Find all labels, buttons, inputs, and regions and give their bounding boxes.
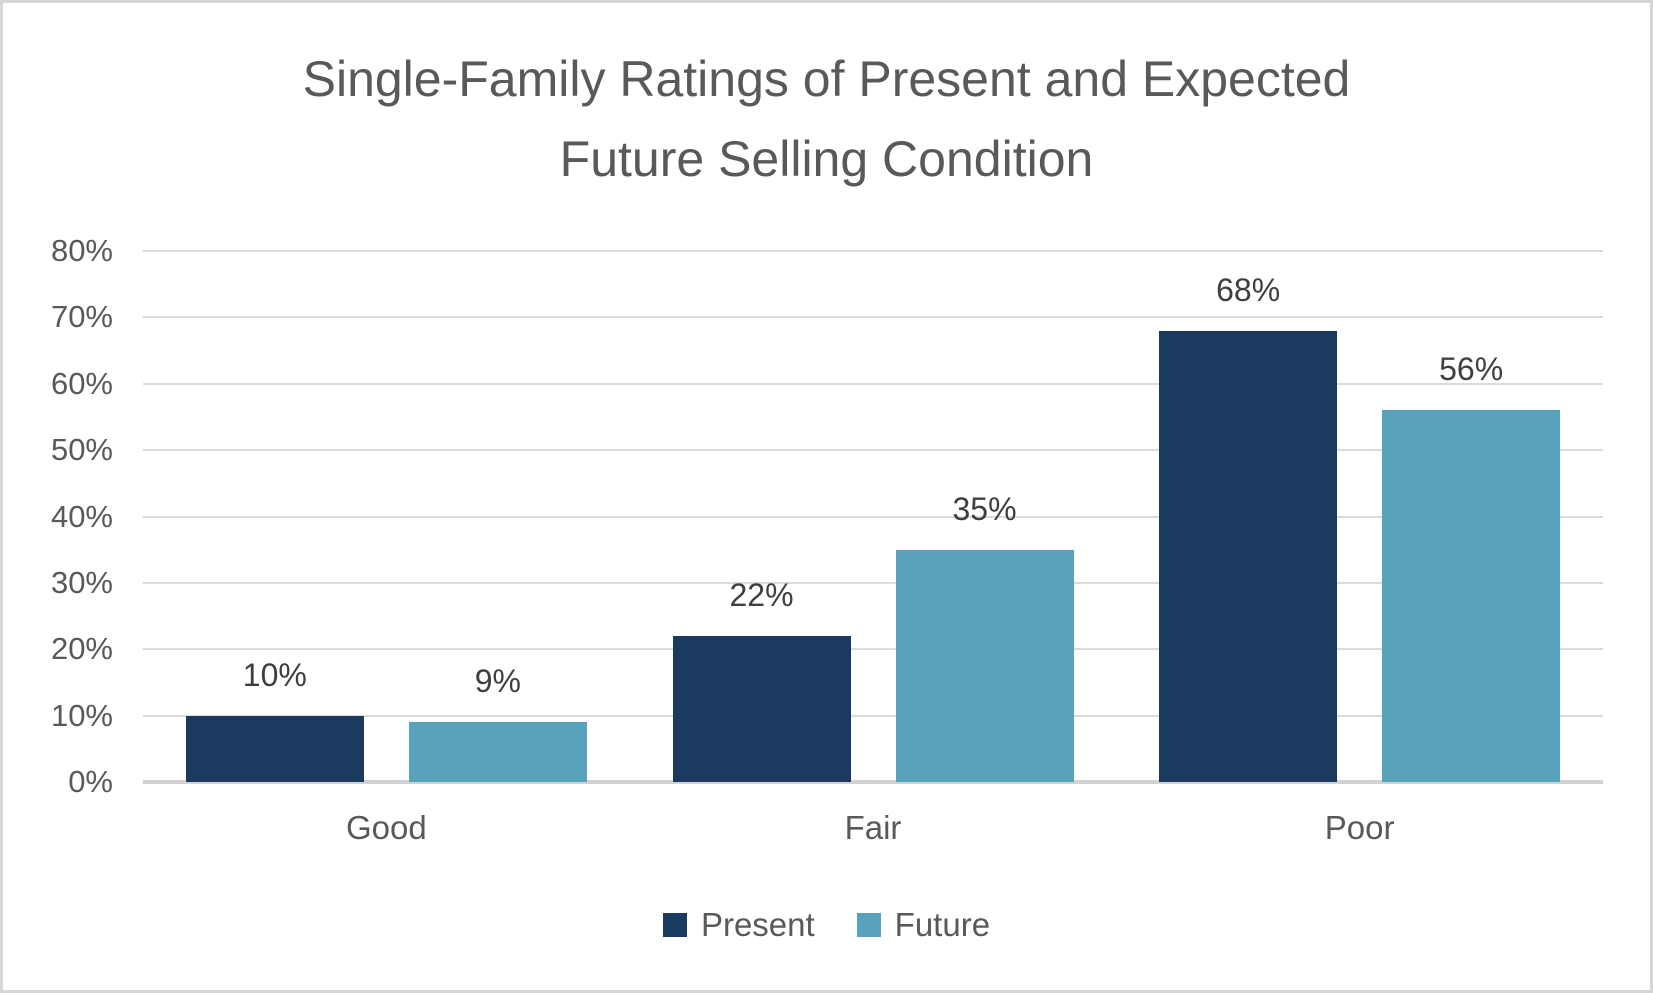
chart-title-line-2: Future Selling Condition (559, 131, 1094, 187)
legend: Present Future (3, 906, 1650, 944)
bar-present-poor (1159, 330, 1338, 782)
chart-title: Single-Family Ratings of Present and Exp… (3, 39, 1650, 199)
legend-swatch-future-icon (856, 913, 881, 937)
gridline-70 (143, 316, 1603, 319)
bar-present-good (185, 715, 364, 782)
data-label-future-good: 9% (474, 663, 521, 700)
y-tick-label-40: 40% (50, 498, 113, 534)
bar-future-poor (1382, 410, 1561, 782)
category-label-poor: Poor (1324, 809, 1395, 846)
gridline-40 (143, 515, 1603, 518)
gridline-50 (143, 449, 1603, 452)
data-label-present-good: 10% (242, 656, 307, 693)
y-tick-label-30: 30% (50, 564, 113, 600)
y-tick-label-60: 60% (50, 365, 113, 401)
y-tick-label-10: 10% (50, 697, 113, 733)
y-tick-label-70: 70% (50, 299, 113, 335)
y-tick-label-0: 0% (68, 764, 113, 799)
y-tick-label-50: 50% (50, 432, 113, 468)
gridline-30 (143, 581, 1603, 584)
data-label-present-poor: 68% (1216, 271, 1281, 308)
bar-future-fair (895, 549, 1074, 782)
bar-future-good (408, 722, 587, 782)
gridline-10 (143, 714, 1603, 717)
y-tick-label-80: 80% (50, 233, 113, 268)
legend-item-present: Present (662, 906, 815, 944)
gridline-20 (143, 648, 1603, 651)
gridline-80 (143, 250, 1603, 252)
legend-swatch-present-icon (662, 913, 687, 937)
x-axis-line (143, 780, 1603, 784)
plot-area: 10% 9% 22% 35% 68% 56% (143, 250, 1603, 784)
data-label-future-poor: 56% (1439, 351, 1504, 388)
legend-label-present: Present (700, 906, 815, 943)
category-label-good: Good (345, 809, 427, 846)
gridline-60 (143, 382, 1603, 385)
data-label-present-fair: 22% (729, 576, 794, 613)
legend-label-future: Future (894, 906, 991, 943)
y-tick-label-20: 20% (50, 631, 113, 667)
legend-item-future: Future (856, 906, 991, 944)
chart-title-line-1: Single-Family Ratings of Present and Exp… (302, 51, 1351, 107)
data-label-future-fair: 35% (952, 490, 1017, 527)
category-label-fair: Fair (844, 809, 902, 846)
bar-present-fair (672, 635, 851, 782)
